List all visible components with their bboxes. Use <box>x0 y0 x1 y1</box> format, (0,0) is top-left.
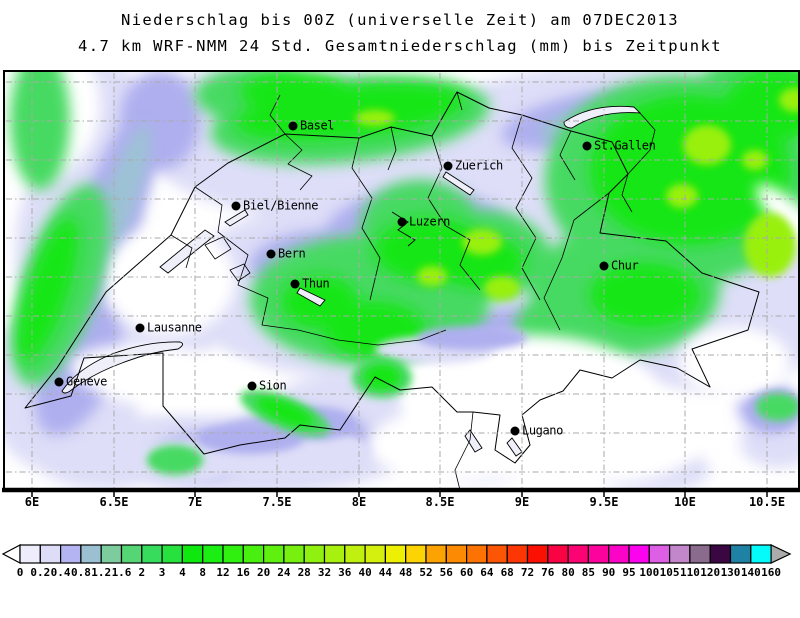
colorbar-tick-label: 1.2 <box>91 566 112 579</box>
colorbar-cell <box>39 544 62 564</box>
colorbar-cell <box>344 544 366 564</box>
colorbar-cell <box>59 544 82 564</box>
colorbar-tick-label: 32 <box>317 566 332 579</box>
colorbar-cell <box>466 544 488 564</box>
colorbar-cell <box>506 544 529 564</box>
colorbar-tick-label: 0 <box>16 566 24 579</box>
precip-field <box>5 72 799 489</box>
colorbar-tick-label: 68 <box>500 566 514 579</box>
colorbar-tick-label: 16 <box>236 566 250 579</box>
colorbar-cell <box>100 544 123 564</box>
colorbar-cell <box>202 544 224 564</box>
x-axis-tick-label: 8E <box>351 495 367 509</box>
colorbar-cell <box>526 544 549 564</box>
colorbar-tick-label: 8 <box>199 566 206 579</box>
x-axis-tick-label: 9E <box>514 495 530 509</box>
colorbar-cell <box>729 544 752 564</box>
colorbar-cell <box>141 544 163 564</box>
colorbar-cell <box>242 544 265 564</box>
colorbar-tick-label: 48 <box>399 566 413 579</box>
colorbar-tick-label: 60 <box>459 566 474 579</box>
colorbar-cell <box>303 544 326 564</box>
colorbar-cell <box>648 544 671 564</box>
x-axis-tick-label: 7.5E <box>262 495 292 509</box>
colorbar-cell <box>181 544 204 564</box>
colorbar-tick-label: 20 <box>256 566 271 579</box>
colorbar-cell <box>222 544 244 564</box>
colorbar-tick-label: 110 <box>679 566 700 579</box>
colorbar-tick-label: 95 <box>622 566 636 579</box>
colorbar-cell <box>263 544 285 564</box>
colorbar-tick-label: 1.6 <box>111 566 132 579</box>
colorbar-tick-label: 12 <box>216 566 230 579</box>
x-axis-tick-label: 10.5E <box>748 495 786 509</box>
x-axis-tick-label: 6.5E <box>99 495 129 509</box>
colorbar-tick-label: 52 <box>419 566 433 579</box>
colorbar-cell <box>405 544 427 564</box>
colorbar-cell <box>750 544 772 564</box>
colorbar-cell <box>384 544 407 564</box>
colorbar-cell <box>323 544 346 564</box>
x-axis-tick-label: 10E <box>674 495 696 509</box>
colorbar-tick-label: 140 <box>740 566 761 579</box>
colorbar-tick-label: 160 <box>761 566 782 579</box>
colorbar-tick-label: 3 <box>158 566 166 579</box>
colorbar-tick-label: 130 <box>720 566 741 579</box>
colorbar-cell <box>364 544 387 564</box>
colorbar-tick-label: 44 <box>378 566 393 579</box>
colorbar-cell <box>161 544 184 564</box>
grid-lines <box>6 73 798 488</box>
colorbar-cell <box>689 544 711 564</box>
x-axis: 6E 6.5E 7E 7.5E 8E 8.5E 9E 9.5E 10E 10.5E <box>0 495 800 511</box>
colorbar-tick-label: 24 <box>277 566 291 579</box>
colorbar-tick-label: 40 <box>358 566 372 579</box>
colorbar-cell <box>547 544 569 564</box>
colorbar-cell <box>567 544 589 564</box>
colorbar-cell <box>709 544 732 564</box>
map-title-line2: 4.7 km WRF-NMM 24 Std. Gesamtniederschla… <box>78 37 722 55</box>
colorbar-tick-label: 90 <box>602 566 616 579</box>
x-axis-tick-label: 6E <box>24 495 40 509</box>
colorbar-tick-label: 2 <box>138 566 146 579</box>
colorbar-cell <box>19 544 41 564</box>
colorbar-cell <box>445 544 468 564</box>
colorbar-cell <box>668 544 691 564</box>
colorbar-cell <box>608 544 630 564</box>
colorbar-tick-label: 72 <box>520 566 535 579</box>
colorbar-cell <box>425 544 447 564</box>
colorbar-tick-label: 64 <box>480 566 494 579</box>
x-axis-tick-label: 8.5E <box>425 495 455 509</box>
colorbar-tick-label: 4 <box>179 566 186 579</box>
colorbar-tick-label: 76 <box>541 566 555 579</box>
map-title-line1: Niederschlag bis 00Z (universelle Zeit) … <box>120 11 680 29</box>
colorbar-cell <box>486 544 508 564</box>
colorbar-tick-label: 120 <box>700 566 721 579</box>
colorbar-labels: 0 0.2 0.4 0.8 1.2 1.6 2 3 4 8 12 16 20 24 28 32 36 40 44 48… <box>0 566 800 581</box>
colorbar-tick-label: 36 <box>338 566 352 579</box>
colorbar-cell <box>587 544 610 564</box>
x-axis-tick-label: 9.5E <box>589 495 619 509</box>
colorbar <box>1 544 792 564</box>
colorbar-cell <box>628 544 650 564</box>
colorbar-tick-label: 56 <box>439 566 453 579</box>
colorbar-tick-label: 0.2 <box>30 566 51 579</box>
colorbar-tick-label: 28 <box>297 566 311 579</box>
colorbar-tick-label: 85 <box>581 566 596 579</box>
colorbar-tick-label: 100 <box>639 566 660 579</box>
x-axis-tick-label: 7E <box>187 495 203 509</box>
colorbar-cell <box>80 544 102 564</box>
colorbar-cell <box>283 544 305 564</box>
map-frame <box>2 70 800 497</box>
colorbar-tick-label: 80 <box>561 566 575 579</box>
colorbar-tick-label: 0.4 <box>50 566 71 579</box>
colorbar-cell <box>120 544 143 564</box>
colorbar-tick-label: 0.8 <box>70 566 91 579</box>
colorbar-tick-label: 105 <box>659 566 680 579</box>
